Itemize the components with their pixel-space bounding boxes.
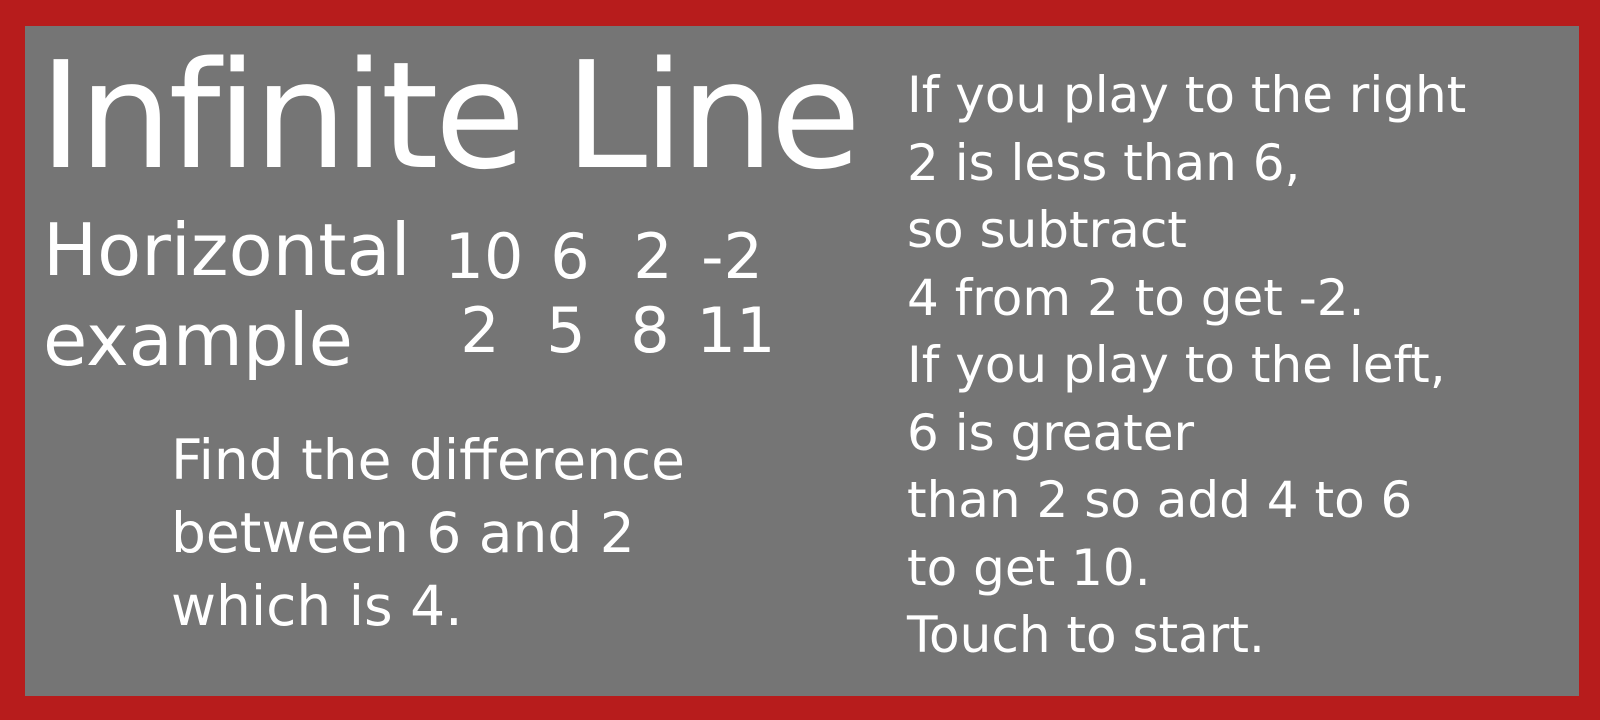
horizontal-value: -2: [701, 220, 763, 293]
instruction-line: 2 is less than 6,: [907, 133, 1301, 192]
horizontal-value: 10: [444, 220, 524, 293]
instruction-line: If you play to the left,: [907, 336, 1446, 394]
game-title: Infinite Line: [39, 30, 861, 202]
horizontal-label: Horizontal: [43, 208, 411, 292]
play-instructions: If you play to the right 2 is less than …: [907, 62, 1466, 670]
instruction-line: 4 from 2 to get -2.: [907, 268, 1365, 327]
horizontal-value: 2: [633, 220, 673, 293]
touch-to-start-prompt[interactable]: Touch to start.: [907, 606, 1265, 664]
example-value: 5: [546, 294, 586, 367]
example-label: example: [43, 298, 353, 382]
instructions-panel[interactable]: Infinite Line Horizontal example 10 6 2 …: [25, 26, 1579, 696]
instruction-line: so subtract: [907, 201, 1187, 259]
difference-line: Find the difference: [171, 428, 686, 492]
example-value: 8: [630, 294, 670, 367]
example-value: 11: [696, 294, 776, 367]
difference-line: between 6 and 2: [171, 501, 635, 565]
instruction-line: 6 is greater: [907, 403, 1195, 462]
difference-explanation: Find the difference between 6 and 2 whic…: [171, 424, 685, 643]
instruction-line: to get 10.: [907, 538, 1151, 597]
horizontal-value: 6: [550, 220, 590, 293]
example-value: 2: [460, 294, 500, 367]
instruction-line: than 2 so add 4 to 6: [907, 471, 1413, 529]
difference-line: which is 4.: [171, 574, 463, 638]
instruction-line: If you play to the right: [907, 66, 1467, 124]
